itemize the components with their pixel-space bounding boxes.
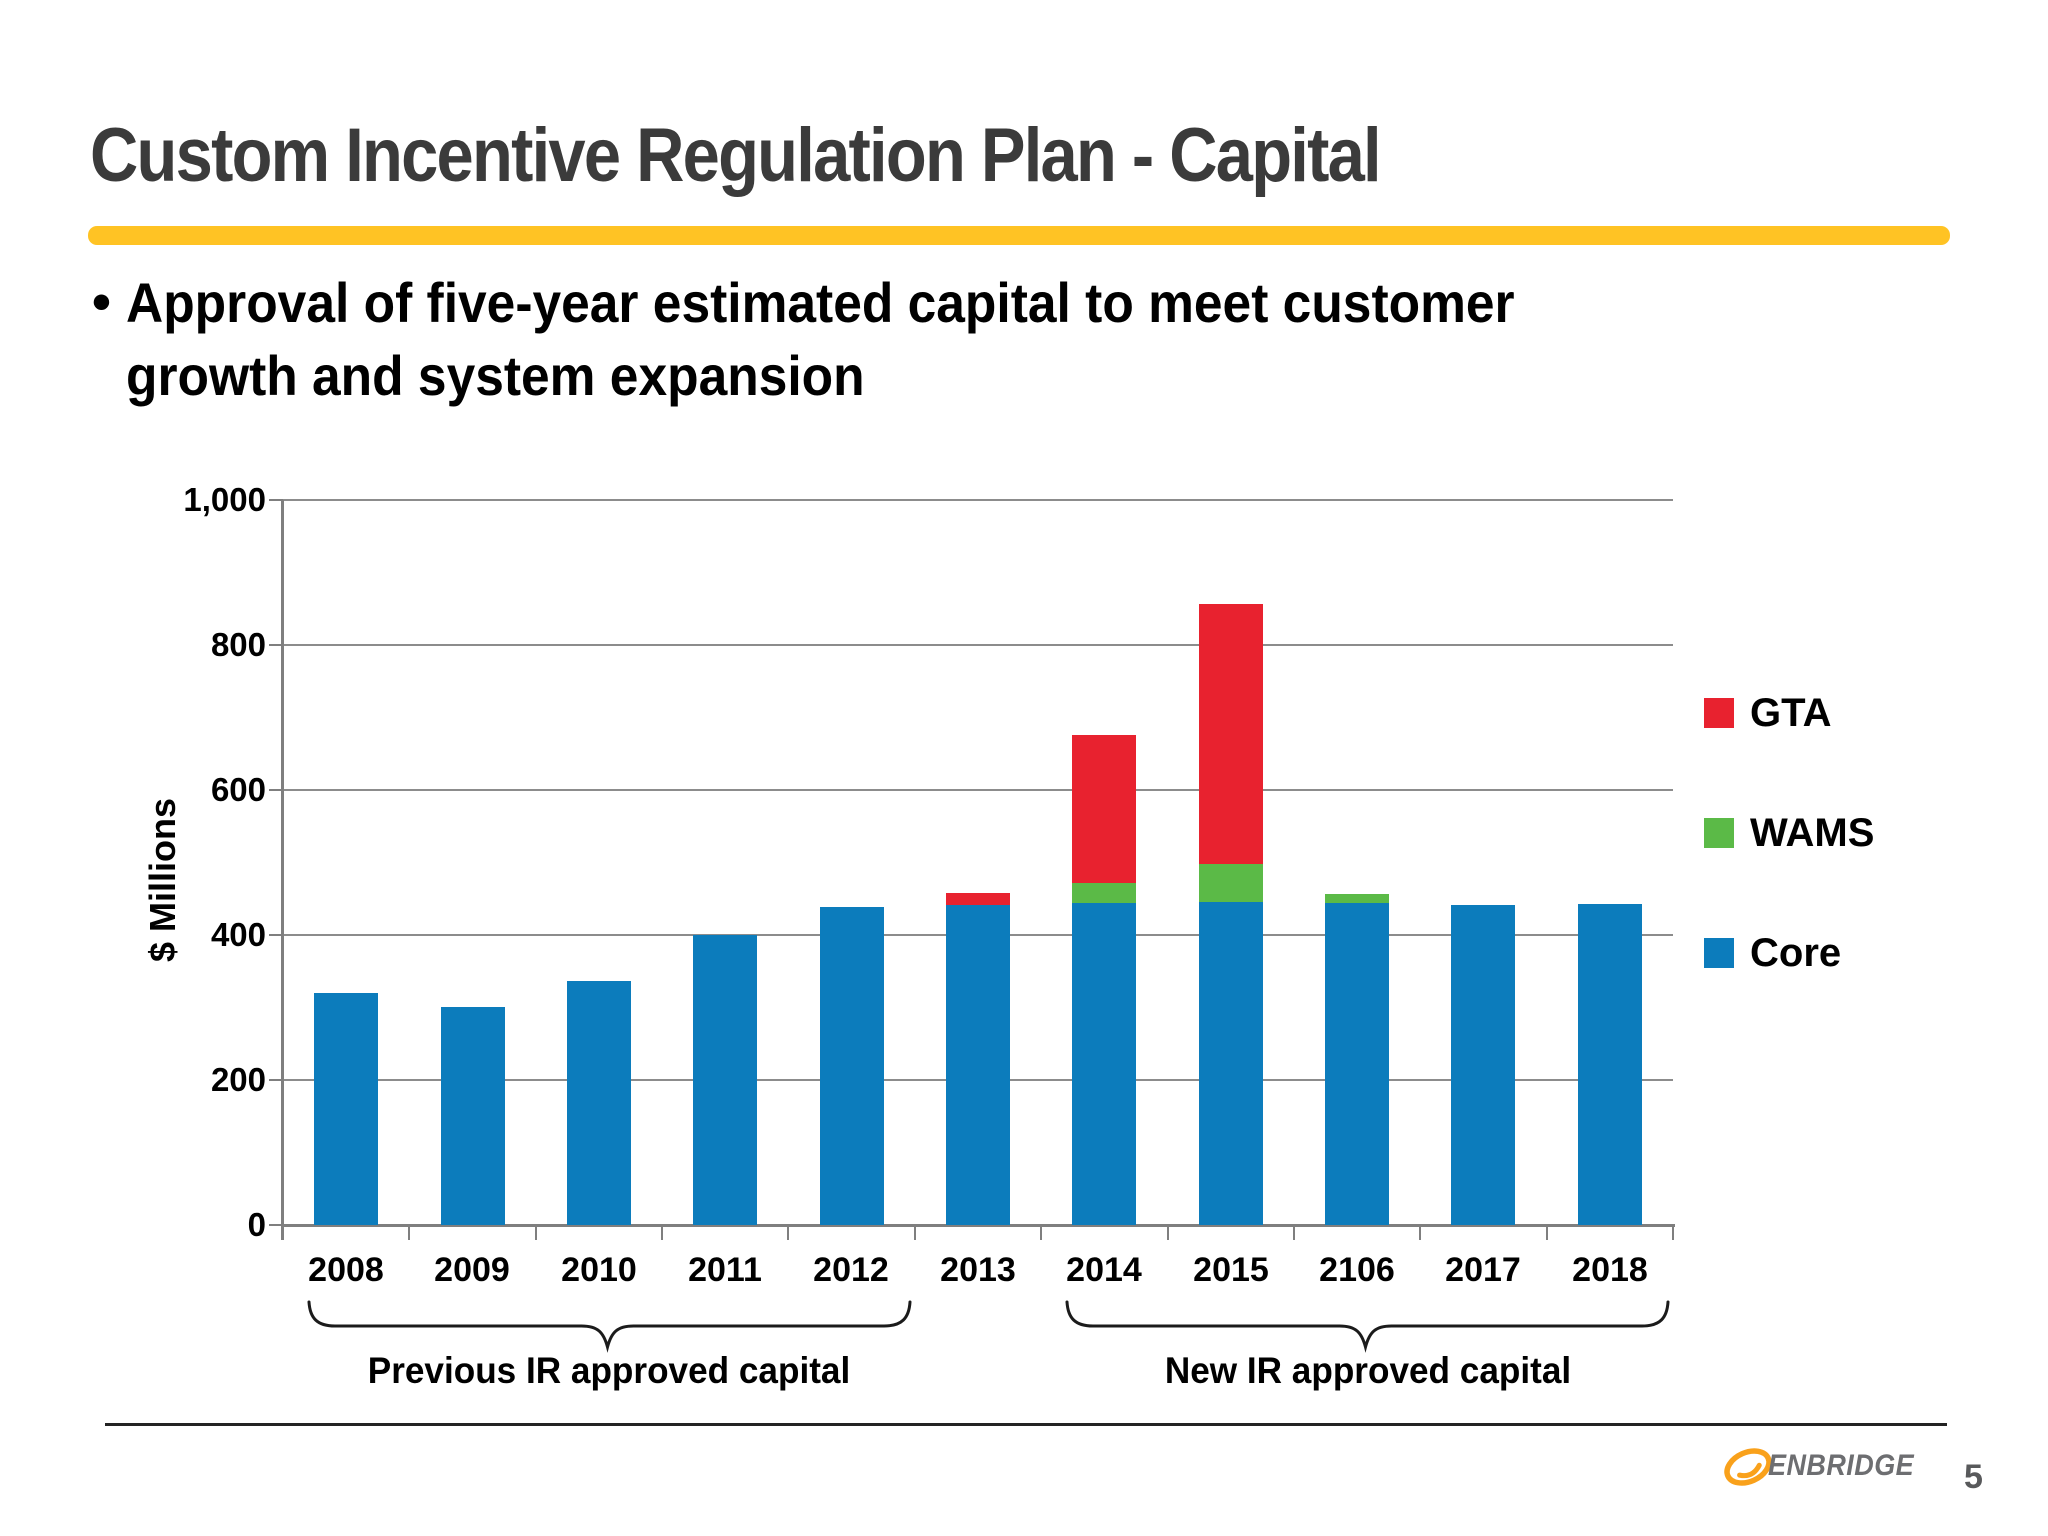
y-axis-tick-label: 1,000 [183, 481, 266, 518]
x-axis-category-label: 2012 [813, 1251, 889, 1289]
bar-segment-gta-2013 [946, 893, 1010, 905]
footer-divider [105, 1423, 1947, 1426]
bar-segment-core-2012 [820, 907, 884, 1225]
x-axis-tick [914, 1225, 916, 1240]
legend-item-gta: GTA [1704, 691, 1832, 735]
legend-item-core: Core [1704, 931, 1842, 975]
x-axis-category-label: 2015 [1193, 1251, 1269, 1289]
bar-segment-core-2106 [1325, 903, 1389, 1225]
x-axis-category-label: 2008 [308, 1251, 384, 1289]
x-axis-tick [787, 1225, 789, 1240]
y-axis-tick [269, 934, 283, 936]
x-axis-tick [1419, 1225, 1421, 1240]
bar-segment-wams-2015 [1199, 864, 1263, 902]
x-axis-tick [1293, 1225, 1295, 1240]
bar-segment-wams-2106 [1325, 894, 1389, 903]
x-axis-category-label: 2013 [940, 1251, 1016, 1289]
bar-segment-core-2008 [314, 993, 378, 1225]
legend-label: Core [1750, 931, 1842, 975]
y-axis-tick-label: 400 [210, 916, 266, 953]
x-axis-tick [1546, 1225, 1548, 1240]
legend-swatch-gta [1704, 698, 1734, 728]
gridline-800 [283, 644, 1673, 646]
slide-title: Custom Incentive Regulation Plan - Capit… [90, 113, 1382, 198]
x-axis-category-label: 2009 [434, 1251, 510, 1289]
x-axis-tick [1040, 1225, 1042, 1240]
bullet-marker: • [92, 272, 111, 332]
x-axis-category-label: 2010 [561, 1251, 637, 1289]
brace-shape-1 [1065, 1300, 1670, 1353]
x-axis-tick [1167, 1225, 1169, 1240]
bar-segment-gta-2015 [1199, 604, 1263, 864]
y-axis-tick [269, 789, 283, 791]
x-axis-line [281, 1224, 1675, 1227]
bullet-item: • Approval of five-year estimated capita… [92, 266, 1635, 412]
brace-label-1: New IR approved capital [1164, 1350, 1572, 1391]
y-axis-tick-label: 800 [210, 626, 266, 663]
bullet-text-line2: growth and system expansion [126, 344, 865, 407]
enbridge-swirl-icon [1724, 1448, 1772, 1486]
y-axis-tick-label: 200 [210, 1061, 266, 1098]
x-axis-tick [535, 1225, 537, 1240]
y-axis-tick [269, 1079, 283, 1081]
y-axis-tick-label: 600 [210, 771, 266, 808]
legend-item-wams: WAMS [1704, 811, 1875, 855]
x-axis-category-label: 2017 [1445, 1251, 1521, 1289]
title-underline-bar [88, 226, 1950, 245]
bar-segment-core-2014 [1072, 903, 1136, 1225]
bar-segment-core-2013 [946, 905, 1010, 1225]
bar-segment-core-2015 [1199, 902, 1263, 1225]
bar-segment-core-2009 [441, 1007, 505, 1225]
x-axis-tick [661, 1225, 663, 1240]
bar-segment-core-2017 [1451, 905, 1515, 1225]
legend-label: GTA [1750, 691, 1832, 735]
brace-label-0: Previous IR approved capital [367, 1350, 851, 1391]
gridline-1000 [283, 499, 1673, 501]
y-axis-tick [269, 1224, 283, 1226]
bar-segment-wams-2014 [1072, 883, 1136, 903]
bar-segment-core-2018 [1578, 904, 1642, 1225]
y-axis-tick [269, 499, 283, 501]
x-axis-category-label: 2011 [688, 1251, 762, 1289]
legend-label: WAMS [1750, 811, 1875, 855]
page-number: 5 [1964, 1458, 1983, 1496]
bar-segment-core-2010 [567, 981, 631, 1225]
bar-segment-gta-2014 [1072, 735, 1136, 883]
x-axis-tick [408, 1225, 410, 1240]
bar-segment-core-2011 [693, 935, 757, 1225]
legend-swatch-core [1704, 938, 1734, 968]
y-axis-tick [269, 644, 283, 646]
brace-shape-0 [307, 1300, 912, 1353]
x-axis-category-label: 2014 [1066, 1251, 1142, 1289]
y-axis-line [281, 500, 284, 1240]
y-axis-tick-label: 0 [247, 1206, 266, 1243]
legend-swatch-wams [1704, 818, 1734, 848]
bullet-text-line1: Approval of five-year estimated capital … [126, 271, 1515, 334]
gridline-600 [283, 789, 1673, 791]
x-axis-tick [282, 1225, 284, 1240]
brand-wordmark: ENBRIDGE [1768, 1449, 1915, 1482]
x-axis-category-label: 2106 [1319, 1251, 1395, 1289]
x-axis-tick [1672, 1225, 1674, 1240]
footer-brand: ENBRIDGE [1722, 1440, 1930, 1492]
x-axis-category-label: 2018 [1572, 1251, 1648, 1289]
